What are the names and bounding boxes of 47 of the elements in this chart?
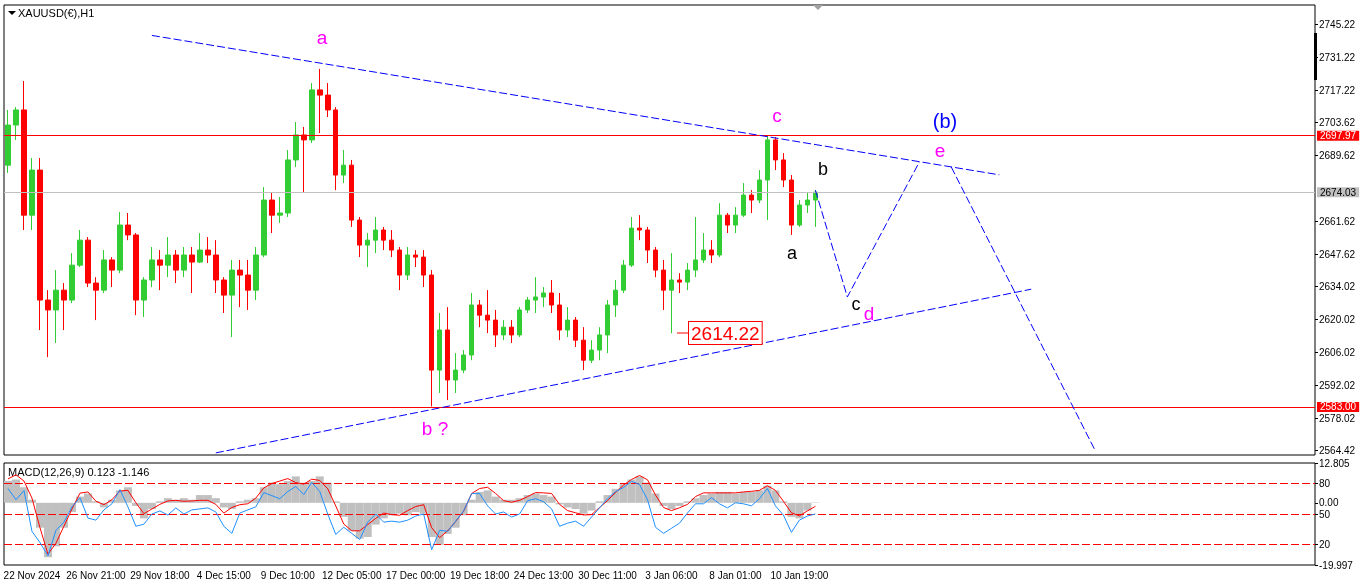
ref-line-label: 2583.00	[1320, 401, 1357, 413]
y-tick-label: 2717.22	[1319, 84, 1356, 96]
y-tick-label: 2592.02	[1319, 380, 1356, 392]
y-tick-label: -19.997	[1319, 559, 1354, 571]
y-tick-label: 2647.62	[1319, 248, 1356, 260]
x-tick-label: 12 Dec 05:00	[321, 569, 382, 581]
y2-tick-label: 50	[1319, 508, 1331, 520]
x-tick-label: 10 Jan 19:00	[770, 569, 829, 581]
y-tick-label: 2606.02	[1319, 347, 1356, 359]
ref-line-label: 2674.03	[1320, 186, 1357, 198]
y-tick-label: 2634.02	[1319, 281, 1356, 293]
chart-title: MACD(12,26,9) 0.123 -1.146	[8, 465, 150, 478]
annotation: (b)	[932, 110, 958, 132]
x-tick-label: 22 Nov 2024	[3, 569, 61, 581]
x-tick-label: 19 Dec 18:00	[449, 569, 510, 581]
ref-line-label: 2697.97	[1320, 130, 1357, 142]
x-tick-label: 26 Nov 21:00	[66, 569, 127, 581]
y-tick-label: 2620.02	[1319, 314, 1356, 326]
annotation: c	[772, 104, 782, 126]
annotation: 2614.22	[691, 322, 760, 344]
y-tick-label: 2661.62	[1319, 215, 1356, 227]
annotation: a	[786, 243, 798, 263]
y-tick-label: 12.805	[1319, 457, 1351, 469]
y-tick-label: 2745.22	[1319, 18, 1356, 30]
x-tick-label: 3 Jan 06:00	[645, 569, 699, 581]
y-tick-label: 2578.02	[1319, 413, 1356, 425]
annotation: d	[863, 302, 875, 324]
x-tick-label: 9 Dec 10:00	[260, 569, 316, 581]
annotation: b ?	[421, 417, 449, 439]
x-tick-label: 24 Dec 13:00	[513, 569, 574, 581]
x-tick-label: 8 Jan 01:00	[709, 569, 763, 581]
y-tick-label: 2564.42	[1319, 445, 1356, 457]
x-tick-label: 4 Dec 15:00	[196, 569, 252, 581]
x-tick-label: 17 Dec 00:00	[385, 569, 446, 581]
y-tick-label: 2703.62	[1319, 116, 1356, 128]
y-tick-label: 2731.22	[1319, 51, 1356, 63]
annotation: a	[316, 26, 328, 48]
y-tick-label: 2689.62	[1319, 149, 1356, 161]
annotation: e	[934, 139, 946, 161]
y2-tick-label: 80	[1319, 477, 1331, 489]
x-tick-label: 30 Dec 11:00	[578, 569, 638, 581]
annotation: b	[817, 159, 829, 179]
y-tick-label: 0.00	[1319, 497, 1339, 509]
y2-tick-label: 20	[1319, 539, 1331, 551]
annotation: c	[851, 294, 861, 314]
x-tick-label: 29 Nov 18:00	[130, 569, 191, 581]
chart-title: XAUUSD(€),H1	[18, 6, 95, 19]
